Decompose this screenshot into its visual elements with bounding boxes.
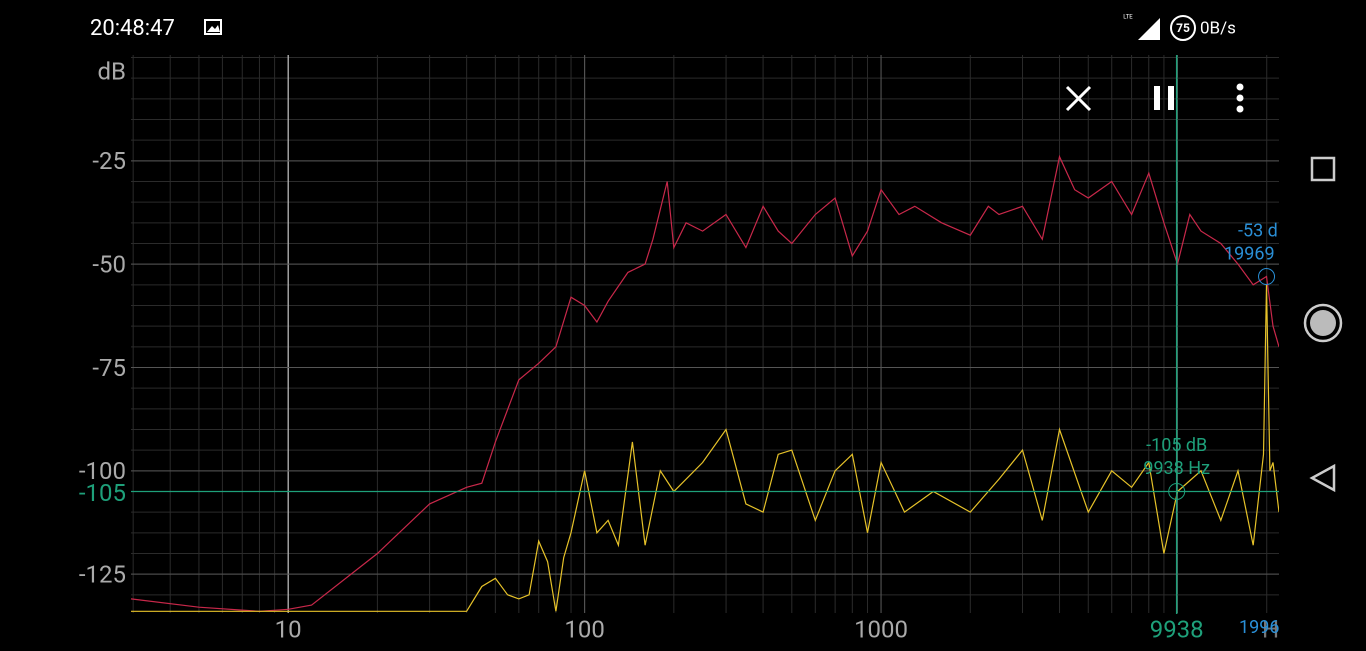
network-type: LTE <box>1123 14 1133 21</box>
pause-button[interactable] <box>1154 86 1174 110</box>
home-button[interactable] <box>1303 303 1343 343</box>
y-axis-label: dB <box>98 57 127 85</box>
peak-hz-label: 19969 Hz <box>1224 243 1301 264</box>
gallery-icon <box>204 19 222 35</box>
y-tick-label: -50 <box>92 250 126 278</box>
cursor-y-axis-label: -105 <box>79 479 126 507</box>
signal-icon <box>1138 18 1160 40</box>
x-axis-label: Hz <box>1262 615 1291 643</box>
x-tick-label: 1000 <box>854 615 908 643</box>
back-button[interactable] <box>1309 463 1336 493</box>
peak-point <box>1258 268 1276 286</box>
battery-level: 75 <box>1176 21 1190 35</box>
close-button[interactable] <box>1065 85 1092 112</box>
menu-button[interactable] <box>1236 83 1244 113</box>
y-tick-label: -125 <box>79 560 126 588</box>
cursor-x-axis-label: 9938 <box>1150 615 1204 643</box>
peak-db-label: -53 dB <box>1238 220 1289 241</box>
cursor-point <box>1168 482 1186 500</box>
battery-icon <box>1170 15 1196 41</box>
y-tick-label: -75 <box>92 354 126 382</box>
x-tick-label: 100 <box>564 615 604 643</box>
clock: 20:48:47 <box>90 16 175 41</box>
cursor-hz-label: 9938 Hz <box>1143 458 1210 479</box>
y-tick-label: -25 <box>92 147 126 175</box>
y-tick-label: -100 <box>79 457 126 485</box>
series-line <box>131 284 1279 612</box>
x-tick-label: 10 <box>275 615 302 643</box>
recents-button[interactable] <box>1310 156 1336 182</box>
peak-x-axis-label: 19969 <box>1239 617 1290 638</box>
cursor-db-label: -105 dB <box>1146 435 1207 456</box>
net-speed: 0B/s <box>1200 18 1236 38</box>
series-line <box>130 154 1279 612</box>
